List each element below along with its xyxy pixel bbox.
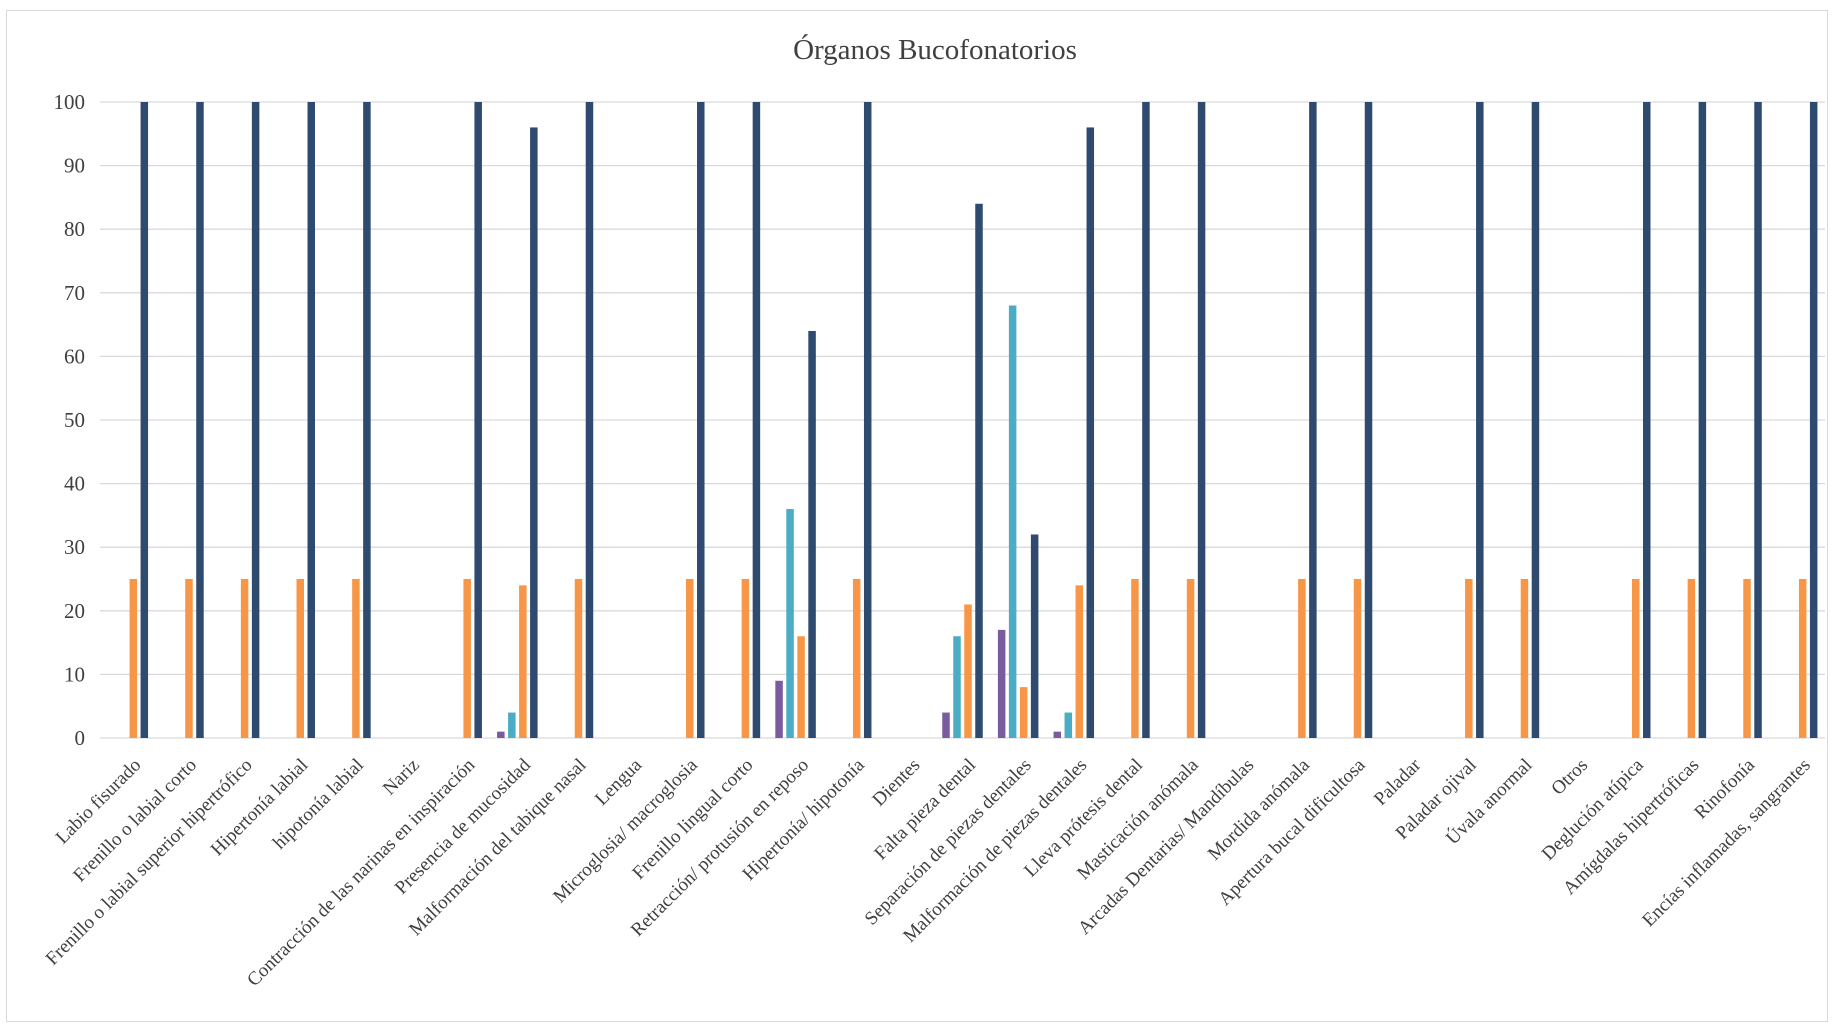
bar-series-3: [1131, 579, 1139, 738]
chart-title: Órganos Bucofonatorios: [793, 33, 1077, 66]
y-tick-label: 10: [64, 662, 85, 686]
bar-series-4: [752, 102, 761, 738]
bar-series-4: [530, 127, 538, 738]
bar-series-2: [953, 636, 961, 738]
x-category-label: Paladar: [1370, 754, 1426, 810]
bar-series-3: [1019, 687, 1028, 738]
bar-series-2: [1064, 712, 1073, 738]
y-axis-tick-labels: 0 10 20 30 40 50 60 70 80 90 100: [54, 90, 86, 750]
y-tick-label: 20: [64, 599, 85, 623]
bar-series-4: [1142, 102, 1150, 738]
bar-series-3: [463, 579, 471, 738]
y-tick-label: 80: [64, 217, 85, 241]
y-tick-label: 90: [64, 154, 85, 178]
bar-series-3: [1520, 579, 1529, 738]
y-tick-label: 40: [64, 472, 85, 496]
bar-series-4: [1476, 102, 1484, 738]
bar-series-3: [1687, 579, 1696, 738]
bar-series-4: [196, 102, 204, 738]
x-category-label: Lengua: [591, 754, 647, 810]
bar-series-3: [1353, 579, 1362, 738]
bar-series-1: [942, 712, 950, 738]
y-tick-label: 70: [64, 281, 85, 305]
bar-series-4: [1642, 102, 1651, 738]
x-category-label: Frenillo o labial superior hipertrófico: [42, 755, 257, 970]
bar-series-3: [519, 585, 527, 738]
bar-series-1: [497, 731, 505, 738]
bar-series-4: [697, 102, 705, 738]
bar-series-2: [786, 509, 794, 738]
x-category-label: Nariz: [379, 755, 424, 800]
bar-series-3: [1075, 585, 1084, 738]
x-category-label: Dientes: [868, 755, 924, 811]
bar-series-1: [775, 680, 783, 738]
chart-frame: Órganos Bucofonatorios 0 10 20 30 40 50 60 70 80…: [6, 10, 1828, 1022]
x-category-label: Falta pieza dental: [870, 755, 980, 865]
bar-series-3: [797, 636, 805, 738]
bar-series-4: [808, 330, 816, 738]
bar-series-3: [185, 579, 193, 738]
bar-series-4: [307, 102, 316, 738]
bar-series-1: [997, 629, 1006, 738]
bar-series-4: [1754, 102, 1762, 738]
bar-series-4: [1809, 102, 1818, 738]
y-tick-label: 30: [64, 535, 85, 559]
y-tick-label: 100: [54, 90, 86, 114]
bar-series-3: [352, 579, 360, 738]
bar-series-3: [1798, 579, 1807, 738]
bar-series-2: [508, 712, 516, 738]
bar-series-4: [1030, 534, 1039, 738]
bar-series-3: [574, 579, 583, 738]
bar-series-1: [1053, 731, 1062, 738]
bar-series-3: [1186, 579, 1195, 738]
bar-series-3: [686, 579, 694, 738]
bar-series-3: [1743, 579, 1751, 738]
bar-series-3: [964, 604, 972, 738]
x-category-label: Deglución atípica: [1538, 754, 1648, 864]
bar-series-3: [1298, 579, 1306, 738]
bar-series-2: [1008, 305, 1017, 738]
y-tick-label: 0: [75, 726, 86, 750]
x-category-label: Otros: [1547, 755, 1592, 800]
bars: [129, 102, 1818, 738]
bar-series-3: [129, 579, 138, 738]
bar-series-3: [1631, 579, 1640, 738]
y-tick-label: 60: [64, 344, 85, 368]
bar-series-4: [1309, 102, 1317, 738]
bar-series-4: [863, 102, 872, 738]
x-category-label: Mordida anómala: [1204, 754, 1314, 864]
bar-series-4: [474, 102, 482, 738]
bar-series-3: [852, 579, 861, 738]
x-category-label: Hipertonía labial: [207, 755, 313, 861]
bar-series-3: [741, 579, 750, 738]
bar-series-4: [1698, 102, 1707, 738]
bar-chart: Órganos Bucofonatorios 0 10 20 30 40 50 60 70 80…: [42, 33, 1825, 991]
bar-series-4: [140, 102, 149, 738]
bar-series-4: [1197, 102, 1206, 738]
bar-series-4: [363, 102, 371, 738]
bar-series-4: [975, 203, 983, 738]
bar-series-4: [251, 102, 260, 738]
bar-series-4: [1364, 102, 1373, 738]
bar-series-4: [585, 102, 594, 738]
bar-series-4: [1531, 102, 1540, 738]
bar-series-3: [1465, 579, 1473, 738]
y-tick-label: 50: [64, 408, 85, 432]
bar-series-4: [1086, 127, 1095, 738]
bar-series-3: [240, 579, 249, 738]
bar-series-3: [296, 579, 305, 738]
